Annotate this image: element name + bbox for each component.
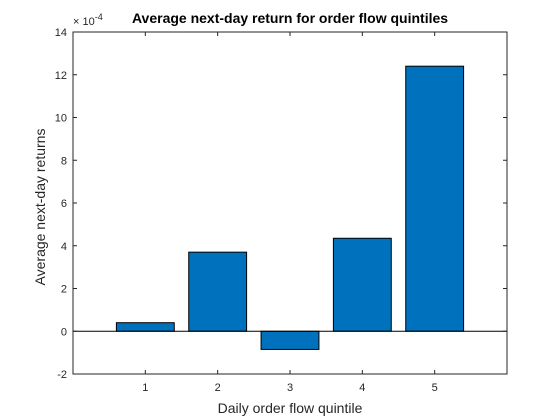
bar-3 [260,330,320,350]
x-tick-label: 1 [142,382,148,394]
x-axis-label: Daily order flow quintile [218,400,363,416]
x-tick-label: 2 [215,382,221,394]
bar-4 [332,237,392,332]
bar-5 [405,65,465,332]
y-tick-label: 4 [61,241,67,253]
y-axis-label: Average next-day returns [32,129,48,286]
bar-2 [188,251,248,332]
y-tick-label: 6 [61,198,67,210]
y-tick-label: -2 [57,369,67,381]
y-tick-label: 14 [55,27,67,39]
y-tick-label: 10 [55,113,67,125]
x-tick-label: 5 [432,382,438,394]
x-tick-label: 3 [287,382,293,394]
y-tick-label: 12 [55,70,67,82]
chart-title: Average next-day return for order flow q… [132,10,448,26]
y-exponent-label: × 10-4 [73,12,103,28]
y-tick-label: 0 [61,326,67,338]
x-tick-label: 4 [359,382,365,394]
y-tick-label: 8 [61,155,67,167]
y-tick-label: 2 [61,284,67,296]
bar-1 [115,322,175,332]
